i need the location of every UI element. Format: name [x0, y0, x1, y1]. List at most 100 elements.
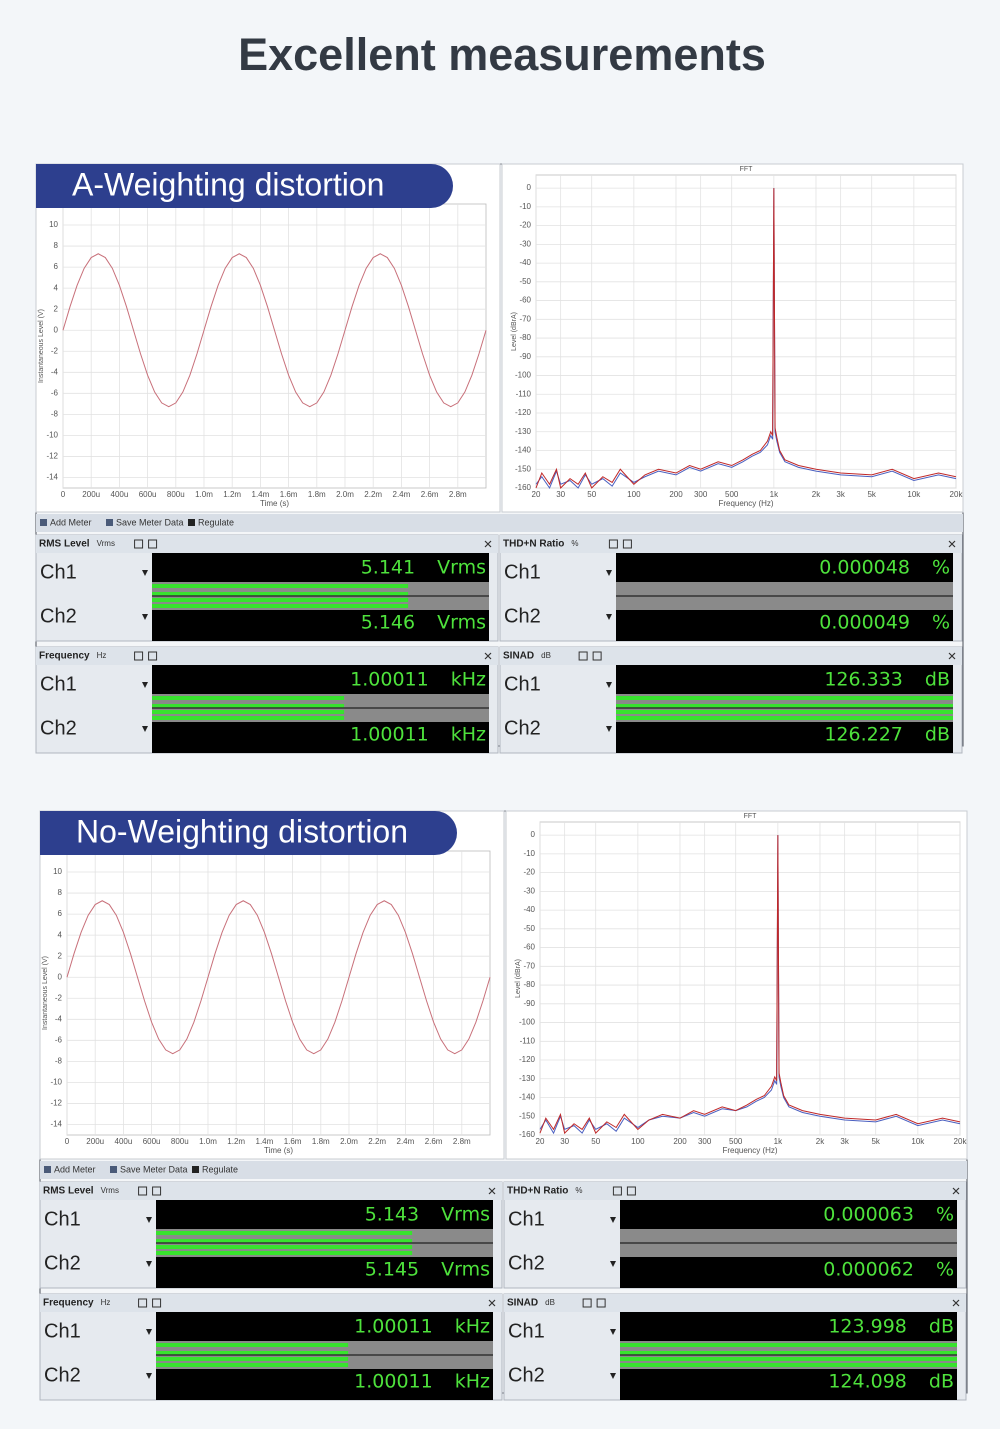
y-tick-label: -12	[50, 1099, 62, 1108]
level-bar	[616, 696, 953, 700]
y-tick-label: 4	[54, 283, 59, 292]
meter-name: SINAD	[507, 1298, 538, 1309]
close-icon[interactable]	[948, 652, 956, 660]
y-tick-label: -140	[519, 1093, 536, 1102]
toolbar-button[interactable]: Add Meter	[50, 517, 92, 527]
y-tick-label: -50	[523, 924, 535, 933]
plot-area	[66, 850, 491, 1136]
x-tick-label: 600u	[143, 1137, 161, 1146]
x-tick-label: 50	[591, 1137, 600, 1146]
meter-icon	[148, 539, 158, 549]
toolbar-button[interactable]: Regulate	[198, 517, 234, 527]
channel-unit: Vrms	[437, 557, 486, 579]
y-tick-label: -100	[519, 1018, 536, 1027]
channel-name: Ch1	[508, 1320, 545, 1342]
channel-dropdown[interactable]	[606, 682, 612, 688]
x-tick-label: 30	[556, 490, 565, 499]
meter-header	[504, 1182, 966, 1200]
channel-dropdown[interactable]	[146, 1217, 152, 1223]
channel-dropdown[interactable]	[606, 726, 612, 732]
close-icon[interactable]	[952, 1299, 960, 1307]
y-tick-label: -40	[519, 258, 531, 267]
x-tick-label: 50	[587, 490, 596, 499]
close-icon[interactable]	[952, 1187, 960, 1195]
level-bar	[156, 1251, 413, 1255]
channel-value: 124.098	[828, 1371, 907, 1393]
level-bar	[152, 592, 409, 596]
toolbar-button[interactable]: Save Meter Data	[116, 517, 184, 527]
meter-name: THD+N Ratio	[503, 539, 564, 550]
channel-unit: kHz	[451, 724, 486, 746]
y-tick-label: 8	[54, 241, 59, 250]
level-bar	[620, 1343, 957, 1347]
x-tick-label: 300	[698, 1137, 712, 1146]
y-tick-label: -70	[519, 314, 531, 323]
close-icon[interactable]	[484, 540, 492, 548]
x-tick-label: 2.4m	[393, 490, 411, 499]
toolbar-button[interactable]: Save Meter Data	[120, 1164, 188, 1174]
channel-dropdown[interactable]	[146, 1373, 152, 1379]
channel-value: 1.00011	[354, 1316, 433, 1338]
meter-icon	[138, 1298, 148, 1308]
close-icon[interactable]	[488, 1299, 496, 1307]
y-tick-label: 2	[58, 951, 63, 960]
chart-title: FFT	[744, 813, 758, 820]
channel-dropdown[interactable]	[142, 614, 148, 620]
meter-header	[500, 535, 962, 553]
meter-icon	[138, 1186, 148, 1196]
channel-name: Ch1	[44, 1320, 81, 1342]
channel-dropdown[interactable]	[606, 570, 612, 576]
section-badge	[40, 811, 457, 855]
channel-name: Ch2	[44, 1252, 81, 1274]
channel-unit: %	[932, 612, 950, 634]
x-tick-label: 1.4m	[252, 490, 270, 499]
channel-dropdown[interactable]	[606, 614, 612, 620]
level-bar	[620, 1363, 957, 1367]
x-tick-label: 1.6m	[284, 1137, 302, 1146]
toolbar-icon	[192, 1166, 199, 1173]
x-tick-label: 3k	[836, 490, 845, 499]
channel-unit: dB	[929, 1371, 954, 1393]
x-tick-label: 20k	[954, 1137, 968, 1146]
y-tick-label: -120	[519, 1055, 536, 1064]
meter-unit: dB	[541, 651, 551, 660]
level-bar	[152, 696, 345, 700]
channel-dropdown[interactable]	[142, 570, 148, 576]
level-bar	[620, 1357, 957, 1361]
close-icon[interactable]	[484, 652, 492, 660]
channel-dropdown[interactable]	[146, 1329, 152, 1335]
channel-dropdown[interactable]	[142, 682, 148, 688]
y-axis-label: Level (dBrA)	[511, 312, 518, 351]
channel-dropdown[interactable]	[610, 1329, 616, 1335]
channel-dropdown[interactable]	[610, 1217, 616, 1223]
chart-title: FFT	[740, 166, 754, 173]
channel-value: 0.000049	[819, 612, 910, 634]
channel-dropdown[interactable]	[610, 1261, 616, 1267]
toolbar-button[interactable]: Regulate	[202, 1164, 238, 1174]
section-label: No-Weighting distortion	[76, 813, 408, 849]
meter-name: RMS Level	[43, 1186, 94, 1197]
x-tick-label: 0	[65, 1137, 70, 1146]
meter-icon	[578, 651, 588, 661]
meter-name: Frequency	[39, 651, 90, 662]
channel-value: 1.00011	[354, 1371, 433, 1393]
channel-name: Ch2	[504, 605, 541, 627]
toolbar-button[interactable]: Add Meter	[54, 1164, 96, 1174]
x-tick-label: 30	[560, 1137, 569, 1146]
x-tick-label: 1k	[774, 1137, 783, 1146]
x-tick-label: 20	[532, 490, 541, 499]
close-icon[interactable]	[948, 540, 956, 548]
x-tick-label: 3k	[840, 1137, 849, 1146]
y-tick-label: -60	[523, 943, 535, 952]
meter-unit: %	[571, 539, 578, 548]
meter-icon	[612, 1186, 622, 1196]
y-tick-label: -50	[519, 277, 531, 286]
channel-name: Ch2	[504, 717, 541, 739]
y-tick-label: -140	[515, 446, 532, 455]
level-bar	[616, 716, 953, 720]
close-icon[interactable]	[488, 1187, 496, 1195]
channel-dropdown[interactable]	[142, 726, 148, 732]
x-axis-label: Frequency (Hz)	[722, 1146, 777, 1155]
channel-dropdown[interactable]	[146, 1261, 152, 1267]
channel-dropdown[interactable]	[610, 1373, 616, 1379]
